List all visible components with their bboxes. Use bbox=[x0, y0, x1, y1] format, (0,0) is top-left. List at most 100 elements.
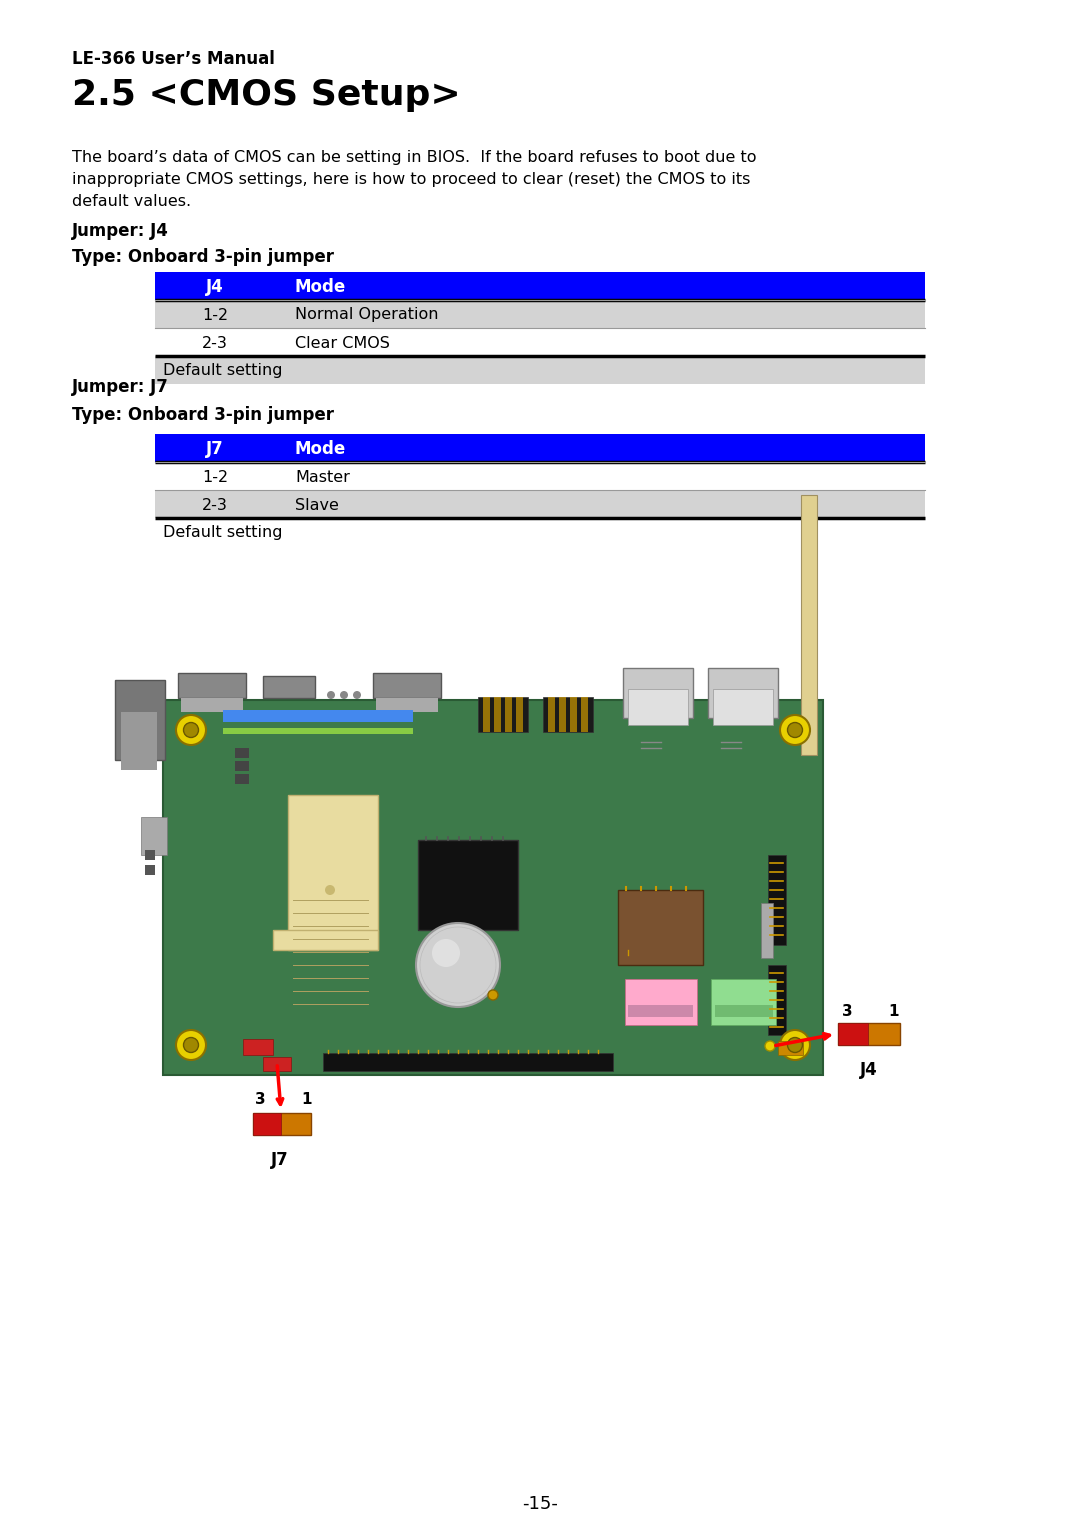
Text: Type: Onboard 3-pin jumper: Type: Onboard 3-pin jumper bbox=[72, 407, 334, 424]
Circle shape bbox=[432, 939, 460, 966]
Text: Normal Operation: Normal Operation bbox=[295, 307, 438, 323]
Text: J7: J7 bbox=[271, 1151, 288, 1170]
Bar bbox=[253, 1113, 281, 1135]
Bar bbox=[570, 697, 577, 732]
Bar bbox=[156, 329, 924, 356]
Circle shape bbox=[488, 989, 498, 1000]
Bar bbox=[505, 697, 512, 732]
Text: 2-3: 2-3 bbox=[202, 497, 228, 512]
Bar bbox=[768, 965, 786, 1035]
Bar bbox=[121, 713, 157, 771]
Text: Type: Onboard 3-pin jumper: Type: Onboard 3-pin jumper bbox=[72, 248, 334, 266]
Bar bbox=[483, 697, 490, 732]
Bar bbox=[761, 904, 773, 959]
Bar bbox=[156, 462, 924, 489]
Text: J7: J7 bbox=[206, 440, 224, 459]
Bar bbox=[376, 699, 438, 713]
Bar bbox=[145, 865, 156, 875]
Bar bbox=[288, 795, 378, 950]
Bar bbox=[235, 774, 249, 784]
Text: 2.5 <CMOS Setup>: 2.5 <CMOS Setup> bbox=[72, 78, 461, 112]
Bar bbox=[478, 697, 528, 732]
Bar bbox=[581, 697, 588, 732]
Circle shape bbox=[176, 1031, 206, 1060]
Text: default values.: default values. bbox=[72, 194, 191, 209]
Circle shape bbox=[787, 723, 802, 737]
Bar bbox=[559, 697, 566, 732]
Bar bbox=[627, 1005, 693, 1017]
Bar bbox=[222, 709, 413, 722]
Circle shape bbox=[780, 716, 810, 745]
Bar bbox=[156, 434, 924, 462]
Circle shape bbox=[325, 885, 335, 894]
Bar bbox=[222, 728, 413, 734]
Text: Clear CMOS: Clear CMOS bbox=[295, 335, 390, 350]
Bar bbox=[838, 1023, 868, 1044]
Text: Default setting: Default setting bbox=[163, 364, 283, 379]
Bar bbox=[715, 1005, 773, 1017]
Text: 1-2: 1-2 bbox=[202, 469, 228, 485]
Text: 3: 3 bbox=[255, 1092, 266, 1107]
Bar bbox=[156, 272, 924, 300]
Bar bbox=[264, 676, 315, 699]
Bar bbox=[838, 1023, 900, 1044]
Bar bbox=[156, 356, 924, 384]
Circle shape bbox=[780, 1031, 810, 1060]
Bar bbox=[145, 850, 156, 859]
Text: Slave: Slave bbox=[295, 497, 339, 512]
Bar bbox=[141, 816, 167, 855]
Bar bbox=[235, 748, 249, 758]
Bar bbox=[156, 518, 924, 546]
Text: J4: J4 bbox=[860, 1061, 878, 1079]
Circle shape bbox=[176, 716, 206, 745]
Text: Default setting: Default setting bbox=[163, 526, 283, 540]
Bar bbox=[235, 761, 249, 771]
Bar bbox=[373, 673, 441, 699]
Bar bbox=[778, 1041, 804, 1055]
Text: Master: Master bbox=[295, 469, 350, 485]
Text: 1: 1 bbox=[301, 1092, 311, 1107]
Bar bbox=[713, 690, 773, 725]
Bar bbox=[273, 930, 378, 950]
Bar bbox=[163, 700, 823, 1075]
Bar bbox=[543, 697, 593, 732]
Bar bbox=[516, 697, 523, 732]
Bar bbox=[623, 668, 693, 719]
Text: inappropriate CMOS settings, here is how to proceed to clear (reset) the CMOS to: inappropriate CMOS settings, here is how… bbox=[72, 171, 751, 187]
Text: Mode: Mode bbox=[295, 278, 347, 297]
Circle shape bbox=[184, 1038, 199, 1052]
Circle shape bbox=[765, 1041, 775, 1050]
Text: 1: 1 bbox=[888, 1005, 899, 1018]
Text: Jumper: J7: Jumper: J7 bbox=[72, 378, 168, 396]
Bar bbox=[156, 489, 924, 518]
Bar bbox=[548, 697, 555, 732]
Bar bbox=[418, 839, 518, 930]
Bar bbox=[625, 979, 697, 1024]
Bar bbox=[494, 697, 501, 732]
Bar bbox=[768, 855, 786, 945]
Circle shape bbox=[416, 924, 500, 1008]
Text: The board’s data of CMOS can be setting in BIOS.  If the board refuses to boot d: The board’s data of CMOS can be setting … bbox=[72, 150, 756, 165]
Text: 1-2: 1-2 bbox=[202, 307, 228, 323]
Bar bbox=[178, 673, 246, 699]
Circle shape bbox=[787, 1038, 802, 1052]
Bar bbox=[801, 495, 816, 755]
Bar bbox=[114, 680, 165, 760]
Text: LE-366 User’s Manual: LE-366 User’s Manual bbox=[72, 50, 275, 67]
Text: Mode: Mode bbox=[295, 440, 347, 459]
Text: 2-3: 2-3 bbox=[202, 335, 228, 350]
Circle shape bbox=[184, 723, 199, 737]
Text: Jumper: J4: Jumper: J4 bbox=[72, 222, 168, 240]
Circle shape bbox=[340, 691, 348, 699]
Bar bbox=[708, 668, 778, 719]
Circle shape bbox=[353, 691, 361, 699]
Bar bbox=[627, 690, 688, 725]
Bar bbox=[264, 1057, 291, 1070]
Bar bbox=[243, 1040, 273, 1055]
Bar bbox=[618, 890, 703, 965]
Bar bbox=[323, 1053, 613, 1070]
Bar bbox=[253, 1113, 311, 1135]
Text: 3: 3 bbox=[842, 1005, 852, 1018]
Circle shape bbox=[327, 691, 335, 699]
Bar bbox=[156, 300, 924, 329]
